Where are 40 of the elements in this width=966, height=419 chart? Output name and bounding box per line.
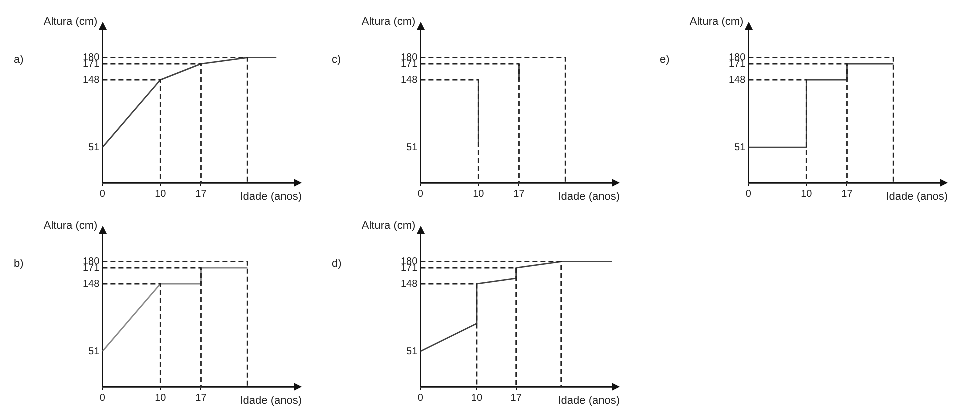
y-axis-title: Altura (cm) <box>44 16 98 28</box>
y-tick-label: 148 <box>82 74 100 86</box>
y-tick-label: 51 <box>406 346 418 358</box>
x-tick-label: 17 <box>514 188 526 200</box>
y-tick-label: 51 <box>88 346 100 358</box>
y-tick-label: 148 <box>728 74 746 86</box>
x-tick-label: 10 <box>473 188 485 200</box>
x-tick-label: 10 <box>471 392 483 404</box>
x-tick-label: 17 <box>842 188 854 200</box>
x-tick-label: 17 <box>196 188 208 200</box>
text: b) <box>14 258 24 270</box>
y-tick-label: 148 <box>82 278 100 290</box>
y-axis-title: Altura (cm) <box>44 220 98 232</box>
x-tick-label: 17 <box>196 392 208 404</box>
text: a) <box>14 54 24 66</box>
x-tick-label: 10 <box>155 392 167 404</box>
y-tick-label: 51 <box>406 142 418 154</box>
x-tick-label: 0 <box>418 392 424 404</box>
x-axis-title: Idade (anos) <box>240 395 302 408</box>
x-axis-title: Idade (anos) <box>558 395 620 408</box>
x-tick-label: 0 <box>100 392 106 404</box>
text: d) <box>332 258 342 270</box>
y-axis-title: Altura (cm) <box>690 16 744 28</box>
y-tick-label: 148 <box>400 278 418 290</box>
x-tick-label: 0 <box>746 188 752 200</box>
y-axis-title: Altura (cm) <box>362 16 416 28</box>
x-axis-title: Idade (anos) <box>558 191 620 204</box>
x-tick-label: 10 <box>801 188 813 200</box>
x-tick-label: 10 <box>155 188 167 200</box>
text: e) <box>660 54 670 66</box>
x-tick-label: 0 <box>418 188 424 200</box>
y-tick-label: 148 <box>400 74 418 86</box>
x-tick-label: 0 <box>100 188 106 200</box>
y-tick-label: 51 <box>88 142 100 154</box>
x-axis-title: Idade (anos) <box>240 191 302 204</box>
y-tick-label: 51 <box>734 142 746 154</box>
x-tick-label: 17 <box>510 392 522 404</box>
text: c) <box>332 54 342 66</box>
x-axis-title: Idade (anos) <box>886 191 948 204</box>
y-axis-title: Altura (cm) <box>362 220 416 232</box>
